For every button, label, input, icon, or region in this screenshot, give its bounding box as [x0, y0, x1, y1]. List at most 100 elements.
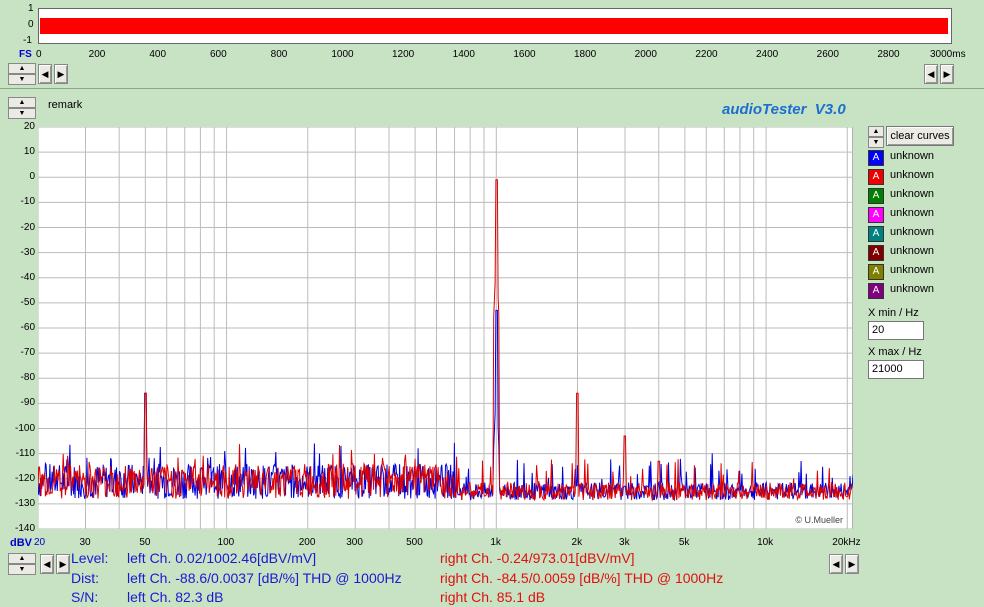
- xmax-input[interactable]: 21000: [868, 360, 924, 379]
- remark-label[interactable]: remark: [48, 99, 83, 111]
- legend-label: unknown: [890, 169, 935, 181]
- divider: [0, 88, 984, 89]
- wave-xtick: 1400: [452, 49, 475, 60]
- spectrum-ytick: 10: [23, 146, 35, 158]
- spectrum-xtick: 50: [139, 537, 151, 548]
- spectrum-ytick: -40: [20, 271, 35, 283]
- right-dist: right Ch. -84.5/0.0059 [dB/%] THD @ 1000…: [440, 570, 724, 586]
- spectrum-ytick: -110: [15, 447, 35, 459]
- curve-color-swatch[interactable]: A: [868, 169, 884, 185]
- spectrum-plot: © U.Mueller: [38, 127, 853, 529]
- wave-scroll-left-button-right[interactable]: ◀: [924, 64, 938, 84]
- wave-ytick-0: 0: [28, 19, 34, 30]
- wave-xtick: 2600: [816, 49, 839, 60]
- legend-label: unknown: [890, 283, 935, 295]
- left-sn: left Ch. 82.3 dB: [127, 589, 224, 605]
- wave-xtick: 2000: [634, 49, 657, 60]
- wave-xtick: 2800: [877, 49, 900, 60]
- x-zoom-spinner[interactable]: ▲ ▼: [8, 553, 36, 575]
- sn-label: S/N:: [71, 589, 99, 605]
- spin-down-icon[interactable]: ▼: [8, 564, 36, 575]
- curve-color-swatch[interactable]: A: [868, 150, 884, 166]
- level-label: Level:: [71, 550, 109, 566]
- x-scroll-right-button-right[interactable]: ▶: [845, 554, 859, 574]
- dist-label: Dist:: [71, 570, 99, 586]
- spectrum-ytick: -60: [20, 322, 35, 333]
- spectrum-xtick: 20kHz: [832, 537, 861, 548]
- spectrum-xtick: 2k: [571, 537, 583, 548]
- wave-xtick: 400: [149, 49, 167, 60]
- wave-ytick-m1: -1: [23, 35, 32, 46]
- spin-down-icon[interactable]: ▼: [8, 108, 36, 119]
- copyright-text: © U.Mueller: [795, 515, 843, 525]
- left-level: left Ch. 0.02/1002.46[dBV/mV]: [127, 550, 317, 566]
- curve-color-swatch[interactable]: A: [868, 245, 884, 261]
- right-sn: right Ch. 85.1 dB: [440, 589, 546, 605]
- spectrum-ytick: -70: [20, 347, 35, 359]
- curve-color-swatch[interactable]: A: [868, 188, 884, 204]
- y-zoom-spinner[interactable]: ▲ ▼: [8, 97, 36, 119]
- spectrum-xtick: 20: [34, 537, 46, 548]
- right-channel-trace: [38, 179, 853, 502]
- spin-up-icon[interactable]: ▲: [8, 63, 36, 74]
- wave-xtick: 800: [270, 49, 288, 60]
- wave-scroll-right-button-right[interactable]: ▶: [940, 64, 954, 84]
- wave-zoom-spinner[interactable]: ▲ ▼: [8, 63, 36, 85]
- spin-up-icon[interactable]: ▲: [8, 97, 36, 108]
- xmin-input[interactable]: 20: [868, 321, 924, 340]
- curve-color-swatch[interactable]: A: [868, 226, 884, 242]
- clear-curves-button[interactable]: clear curves: [886, 126, 954, 146]
- legend-label: unknown: [890, 150, 935, 162]
- wave-xtick: 2400: [756, 49, 779, 60]
- x-scroll-left-button-right[interactable]: ◀: [829, 554, 843, 574]
- wave-scroll-right-button[interactable]: ▶: [54, 64, 68, 84]
- left-dist: left Ch. -88.6/0.0037 [dB/%] THD @ 1000H…: [127, 570, 402, 586]
- wave-xtick: 3000ms: [930, 49, 966, 60]
- spectrum-xtick: 3k: [619, 537, 630, 548]
- spectrum-xtick: 10k: [757, 537, 774, 548]
- wave-xtick: 1800: [574, 49, 597, 60]
- wave-xtick: 2200: [695, 49, 718, 60]
- legend-label: unknown: [890, 264, 935, 276]
- y-unit-label: dBV: [10, 537, 32, 549]
- wave-xtick: 600: [210, 49, 227, 60]
- xmin-label: X min / Hz: [868, 307, 919, 319]
- spectrum-ytick: -80: [20, 372, 35, 384]
- spectrum-ytick: 0: [29, 171, 35, 183]
- spectrum-xtick: 100: [217, 537, 235, 548]
- spectrum-ytick: -120: [14, 472, 35, 484]
- legend-label: unknown: [890, 245, 935, 257]
- x-scroll-left-button[interactable]: ◀: [40, 554, 54, 574]
- legend-label: unknown: [890, 226, 935, 238]
- wave-scroll-left-button[interactable]: ◀: [38, 64, 52, 84]
- curve-color-swatch[interactable]: A: [868, 207, 884, 223]
- spectrum-ytick: -100: [14, 422, 35, 434]
- spectrum-xtick: 30: [79, 537, 91, 548]
- curve-color-swatch[interactable]: A: [868, 283, 884, 299]
- spin-up-icon[interactable]: ▲: [8, 553, 36, 564]
- waveform-plot: [38, 8, 952, 44]
- curve-color-swatch[interactable]: A: [868, 264, 884, 280]
- spin-down-icon[interactable]: ▼: [868, 137, 884, 148]
- fs-label: FS: [19, 49, 32, 60]
- right-level: right Ch. -0.24/973.01[dBV/mV]: [440, 550, 635, 566]
- spectrum-ytick: -90: [20, 397, 35, 409]
- spectrum-ytick: -130: [14, 497, 35, 509]
- spin-down-icon[interactable]: ▼: [8, 74, 36, 85]
- wave-xtick: 1000: [331, 49, 354, 60]
- spectrum-xtick: 300: [346, 537, 363, 548]
- app-title: audioTester V3.0: [722, 101, 846, 118]
- wave-xtick: 200: [88, 49, 106, 60]
- curve-spinner[interactable]: ▲ ▼: [868, 126, 884, 148]
- spin-up-icon[interactable]: ▲: [868, 126, 884, 137]
- spectrum-xtick: 5k: [678, 537, 690, 548]
- x-scroll-right-button[interactable]: ▶: [56, 554, 70, 574]
